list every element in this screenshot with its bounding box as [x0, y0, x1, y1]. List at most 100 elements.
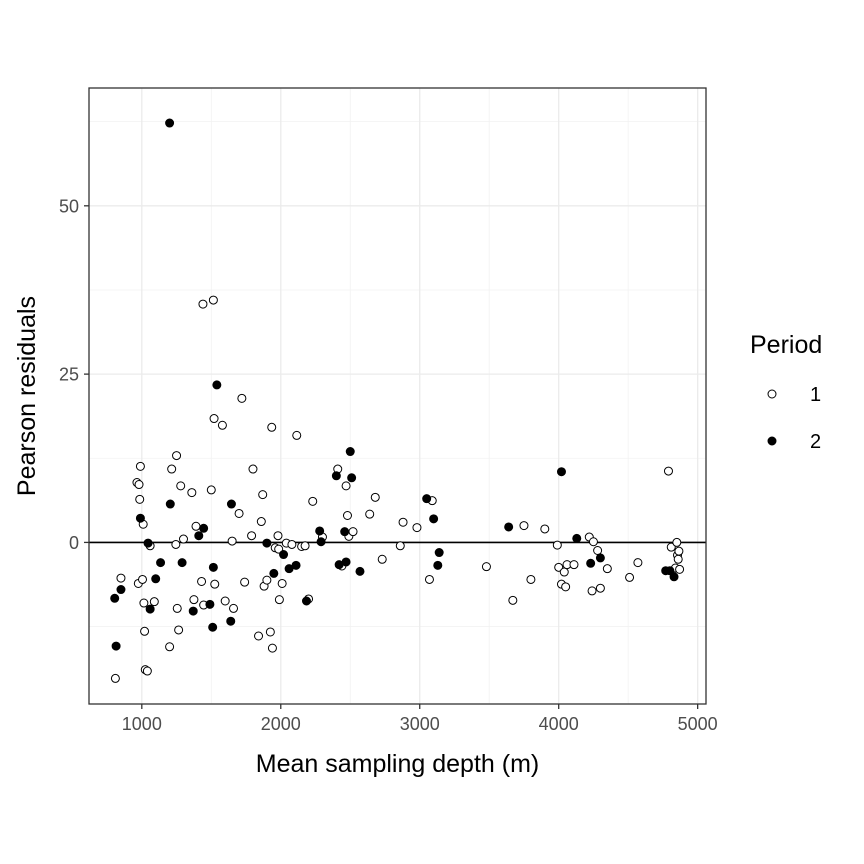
point-period-1 — [248, 464, 258, 474]
point-period-1 — [206, 485, 216, 495]
point-period-1 — [424, 574, 434, 584]
point-period-1 — [265, 627, 275, 637]
point-period-2 — [177, 558, 187, 568]
point-period-1 — [189, 595, 199, 605]
point-period-1 — [135, 494, 145, 504]
point-period-2 — [347, 473, 357, 483]
x-axis-title: Mean sampling depth (m) — [256, 750, 539, 778]
point-period-1 — [191, 521, 201, 531]
point-period-1 — [217, 420, 227, 430]
point-period-1 — [348, 527, 358, 537]
point-period-1 — [149, 597, 159, 607]
point-period-1 — [135, 461, 145, 471]
panel-border — [88, 87, 707, 705]
point-period-1 — [267, 422, 277, 432]
x-tick-label: 5000 — [678, 714, 718, 734]
point-period-2 — [586, 558, 596, 568]
point-period-1 — [142, 666, 152, 676]
point-period-2 — [291, 560, 301, 570]
point-period-2 — [262, 538, 272, 548]
point-period-1 — [167, 464, 177, 474]
point-period-1 — [292, 430, 302, 440]
y-tick-label: 50 — [59, 196, 79, 216]
point-period-1 — [377, 554, 387, 564]
point-period-2 — [433, 560, 443, 570]
point-period-1 — [210, 579, 220, 589]
point-period-1 — [398, 517, 408, 527]
point-period-2 — [316, 537, 326, 547]
point-period-1 — [308, 496, 318, 506]
point-period-2 — [116, 585, 126, 595]
point-period-1 — [247, 531, 257, 541]
point-period-1 — [595, 583, 605, 593]
y-axis-ticks: 0 25 50 — [59, 196, 89, 553]
point-period-1 — [602, 564, 612, 574]
point-period-2 — [165, 118, 175, 128]
point-period-1 — [208, 295, 218, 305]
point-period-2 — [156, 558, 166, 568]
legend: Period 12 — [750, 331, 822, 453]
data-points — [110, 118, 685, 683]
point-period-2 — [434, 548, 444, 558]
point-period-2 — [212, 380, 222, 390]
x-tick-label: 2000 — [261, 714, 301, 734]
point-period-2 — [194, 531, 204, 541]
point-period-2 — [165, 499, 175, 509]
point-period-1 — [198, 299, 208, 309]
point-period-2 — [111, 641, 121, 651]
point-period-2 — [145, 604, 155, 614]
point-period-2 — [669, 572, 679, 582]
point-period-1 — [171, 539, 181, 549]
point-period-2 — [340, 527, 350, 537]
y-tick-label: 0 — [69, 533, 79, 553]
point-period-1 — [258, 490, 268, 500]
point-period-1 — [481, 562, 491, 572]
point-period-1 — [395, 541, 405, 551]
point-period-1 — [134, 480, 144, 490]
x-tick-label: 1000 — [122, 714, 162, 734]
point-period-2 — [205, 599, 215, 609]
point-period-2 — [226, 616, 236, 626]
legend-label-1: 1 — [810, 384, 821, 406]
point-period-1 — [140, 626, 150, 636]
point-period-1 — [139, 598, 149, 608]
point-period-2 — [429, 514, 439, 524]
point-period-1 — [552, 540, 562, 550]
point-period-2 — [226, 499, 236, 509]
point-period-2 — [315, 526, 325, 536]
point-period-1 — [508, 595, 518, 605]
y-axis-title: Pearson residuals — [13, 296, 41, 496]
point-period-1 — [540, 524, 550, 534]
point-period-1 — [561, 582, 571, 592]
point-period-1 — [240, 577, 250, 587]
point-period-1 — [262, 575, 272, 585]
point-period-2 — [331, 471, 341, 481]
point-period-1 — [178, 534, 188, 544]
point-period-1 — [672, 537, 682, 547]
legend-key-2 — [767, 436, 777, 446]
point-period-1 — [673, 554, 683, 564]
point-period-1 — [197, 576, 207, 586]
x-tick-label: 4000 — [539, 714, 579, 734]
point-period-1 — [365, 509, 375, 519]
point-period-1 — [138, 574, 148, 584]
point-period-2 — [110, 593, 120, 603]
point-period-1 — [116, 573, 126, 583]
point-period-2 — [504, 522, 514, 532]
point-period-2 — [341, 557, 351, 567]
point-period-1 — [227, 536, 237, 546]
point-period-1 — [176, 481, 186, 491]
point-period-1 — [663, 466, 673, 476]
point-period-1 — [526, 574, 536, 584]
point-period-2 — [422, 494, 432, 504]
point-period-2 — [143, 538, 153, 548]
point-period-1 — [172, 603, 182, 613]
point-period-1 — [519, 521, 529, 531]
point-period-1 — [274, 595, 284, 605]
minor-gridlines — [89, 88, 706, 704]
point-period-2 — [269, 568, 279, 578]
point-period-1 — [675, 564, 685, 574]
point-period-1 — [287, 539, 297, 549]
